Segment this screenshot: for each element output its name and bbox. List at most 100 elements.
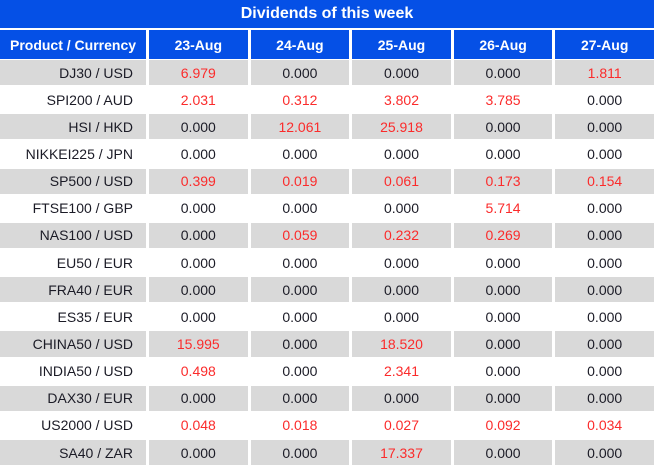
dividend-value-cell: 3.802: [349, 87, 451, 113]
dividend-value-cell: 0.048: [146, 412, 248, 438]
dividend-value-cell: 17.337: [349, 439, 451, 466]
column-header-24-aug: 24-Aug: [247, 30, 350, 59]
dividend-value-cell: 0.000: [349, 304, 451, 330]
dividend-value-cell: 0.000: [349, 195, 451, 221]
product-currency-cell: NIKKEI225 / JPN: [25, 145, 133, 162]
table-row: DAX30 / EUR 0.000 0.000 0.000 0.000 0.000: [0, 385, 654, 413]
dividend-value-cell: 0.000: [247, 331, 350, 357]
dividend-value-cell: 5.714: [450, 195, 553, 221]
product-currency-cell: ES35 / EUR: [57, 308, 133, 325]
dividend-value-cell: 0.000: [146, 385, 248, 411]
dividend-value-cell: 0.061: [349, 168, 451, 194]
dividend-value-cell: 0.000: [450, 385, 553, 411]
dividend-value-cell: 0.000: [349, 385, 451, 411]
table-row: NIKKEI225 / JPN 0.000 0.000 0.000 0.000 0.000: [0, 141, 654, 169]
dividend-value-cell: 0.000: [552, 277, 654, 303]
table-row: SA40 / ZAR 0.000 0.000 17.337 0.000 0.000: [0, 439, 654, 467]
dividend-value-cell: 0.498: [146, 358, 248, 384]
column-header-25-aug: 25-Aug: [349, 30, 451, 59]
dividend-value-cell: 0.000: [450, 60, 553, 86]
table-row: SP500 / USD 0.399 0.019 0.061 0.173 0.154: [0, 168, 654, 196]
dividend-value-cell: 0.000: [146, 222, 248, 248]
product-currency-cell: US2000 / USD: [41, 417, 133, 434]
dividend-value-cell: 0.000: [247, 439, 350, 466]
dividend-value-cell: 12.061: [247, 114, 350, 140]
dividend-value-cell: 0.000: [450, 331, 553, 357]
column-header-product-currency: Product / Currency: [9, 36, 137, 53]
product-currency-cell: EU50 / EUR: [56, 254, 133, 271]
table-title-bar: Dividends of this week: [0, 0, 654, 30]
dividend-value-cell: 18.520: [349, 331, 451, 357]
dividend-value-cell: 0.399: [146, 168, 248, 194]
table-header-row: Product / Currency 23-Aug 24-Aug 25-Aug …: [0, 30, 654, 60]
dividend-value-cell: 0.173: [450, 168, 553, 194]
product-currency-cell: FTSE100 / GBP: [32, 200, 133, 217]
product-currency-cell: HSI / HKD: [68, 118, 133, 135]
dividend-value-cell: 0.000: [247, 60, 350, 86]
dividend-value-cell: 0.000: [552, 249, 654, 276]
dividend-value-cell: 0.000: [349, 141, 451, 167]
product-currency-cell: CHINA50 / USD: [32, 335, 133, 352]
table-title: Dividends of this week: [240, 5, 414, 22]
dividend-value-cell: 0.000: [146, 304, 248, 330]
product-currency-cell: DAX30 / EUR: [47, 390, 133, 407]
dividend-value-cell: 0.000: [450, 358, 553, 384]
table-row: CHINA50 / USD 15.995 0.000 18.520 0.000 0.000: [0, 331, 654, 359]
dividend-value-cell: 0.019: [247, 168, 350, 194]
dividend-value-cell: 0.000: [450, 304, 553, 330]
dividend-value-cell: 2.031: [146, 87, 248, 113]
dividend-value-cell: 0.000: [450, 277, 553, 303]
dividend-value-cell: 0.000: [450, 249, 553, 276]
dividend-value-cell: 0.000: [349, 277, 451, 303]
dividend-value-cell: 3.785: [450, 87, 553, 113]
table-row: US2000 / USD 0.048 0.018 0.027 0.092 0.034: [0, 412, 654, 440]
column-header-26-aug: 26-Aug: [450, 30, 553, 59]
table-row: EU50 / EUR 0.000 0.000 0.000 0.000 0.000: [0, 249, 654, 278]
dividend-value-cell: 0.018: [247, 412, 350, 438]
dividend-value-cell: 0.000: [450, 439, 553, 466]
table-row: SPI200 / AUD 2.031 0.312 3.802 3.785 0.000: [0, 87, 654, 115]
dividend-value-cell: 0.232: [349, 222, 451, 248]
dividend-value-cell: 0.000: [552, 222, 654, 248]
dividend-value-cell: 0.000: [146, 277, 248, 303]
dividend-value-cell: 0.000: [552, 195, 654, 221]
table-row: NAS100 / USD 0.000 0.059 0.232 0.269 0.000: [0, 222, 654, 250]
dividend-value-cell: 0.034: [552, 412, 654, 438]
dividend-value-cell: 0.000: [247, 195, 350, 221]
column-header-27-aug: 27-Aug: [552, 30, 654, 59]
product-currency-cell: INDIA50 / USD: [38, 363, 133, 380]
table-body: DJ30 / USD 6.979 0.000 0.000 0.000 1.811 SPI20…: [0, 60, 654, 467]
dividend-value-cell: 0.269: [450, 222, 553, 248]
dividend-value-cell: 0.000: [247, 249, 350, 276]
dividend-value-cell: 0.000: [146, 249, 248, 276]
dividend-value-cell: 0.000: [552, 331, 654, 357]
dividend-value-cell: 0.000: [450, 114, 553, 140]
dividend-value-cell: 0.000: [552, 358, 654, 384]
dividend-value-cell: 25.918: [349, 114, 451, 140]
dividend-value-cell: 15.995: [146, 331, 248, 357]
dividend-value-cell: 6.979: [146, 60, 248, 86]
dividend-value-cell: 0.000: [247, 277, 350, 303]
dividend-value-cell: 0.312: [247, 87, 350, 113]
dividend-value-cell: 0.000: [146, 439, 248, 466]
dividend-value-cell: 0.000: [247, 141, 350, 167]
product-currency-cell: DJ30 / USD: [59, 64, 133, 81]
dividend-value-cell: 0.000: [146, 141, 248, 167]
product-currency-cell: SA40 / ZAR: [59, 444, 133, 461]
dividend-value-cell: 0.027: [349, 412, 451, 438]
dividend-value-cell: 0.000: [552, 439, 654, 466]
table-row: HSI / HKD 0.000 12.061 25.918 0.000 0.000: [0, 114, 654, 142]
product-currency-cell: SPI200 / AUD: [46, 91, 133, 108]
product-currency-cell: FRA40 / EUR: [48, 281, 133, 298]
table-row: FRA40 / EUR 0.000 0.000 0.000 0.000 0.000: [0, 277, 654, 305]
product-currency-cell: NAS100 / USD: [39, 227, 133, 244]
dividend-value-cell: 0.000: [146, 195, 248, 221]
dividend-value-cell: 0.059: [247, 222, 350, 248]
dividend-value-cell: 2.341: [349, 358, 451, 384]
dividend-value-cell: 0.000: [349, 60, 451, 86]
dividend-value-cell: 0.000: [450, 141, 553, 167]
dividend-value-cell: 0.000: [146, 114, 248, 140]
column-header-23-aug: 23-Aug: [146, 30, 248, 59]
dividend-value-cell: 0.000: [247, 358, 350, 384]
